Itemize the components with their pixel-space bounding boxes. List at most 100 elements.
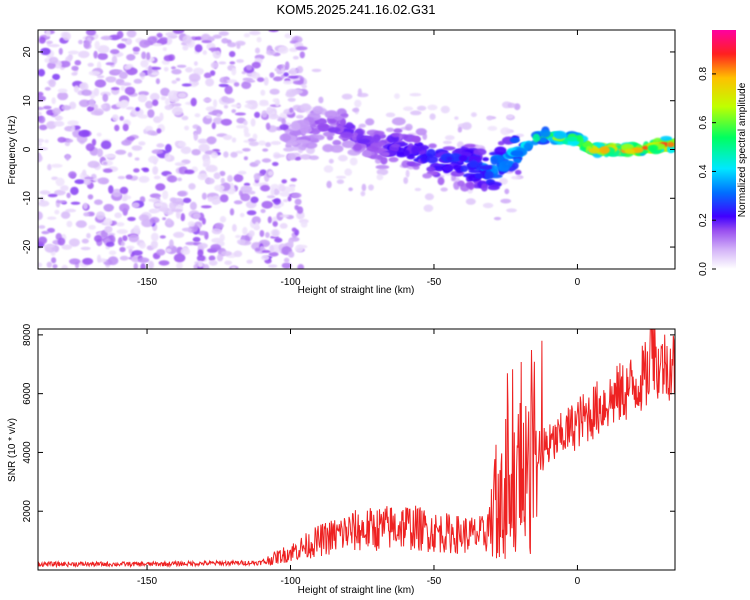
heatmap-cell — [283, 257, 290, 263]
heatmap-cell — [44, 86, 51, 91]
heatmap-cell — [126, 30, 137, 38]
heatmap-cell — [290, 185, 295, 193]
heatmap-cell — [236, 59, 244, 63]
heatmap-cell — [287, 153, 297, 161]
heatmap-cell — [357, 92, 369, 98]
heatmap-cell — [231, 137, 237, 143]
heatmap-cell — [131, 250, 143, 256]
heatmap-cell — [553, 130, 567, 140]
spectrogram-y-label: Frequency (Hz) — [7, 116, 18, 185]
heatmap-cell — [490, 157, 498, 166]
x-tick-label: -150 — [137, 277, 157, 288]
heatmap-cell — [243, 120, 248, 126]
x-tick-label: -100 — [280, 277, 300, 288]
heatmap-cell — [239, 212, 245, 218]
heatmap-cell — [57, 88, 68, 94]
heatmap-cell — [270, 187, 275, 196]
heatmap-cell — [288, 251, 295, 258]
heatmap-cell — [67, 120, 79, 126]
heatmap-cell — [192, 213, 201, 219]
heatmap-cell — [40, 196, 44, 203]
heatmap-cell — [94, 199, 103, 205]
heatmap-cell — [512, 162, 519, 170]
heatmap-cell — [442, 165, 453, 172]
heatmap-cell — [182, 45, 189, 51]
heatmap-cell — [70, 201, 81, 205]
heatmap-cell — [210, 61, 219, 69]
heatmap-cell — [233, 174, 244, 183]
heatmap-cell — [287, 239, 294, 248]
heatmap-cell — [142, 168, 150, 173]
heatmap-cell — [253, 173, 261, 181]
heatmap-cell — [201, 192, 207, 200]
heatmap-cell — [167, 175, 178, 183]
heatmap-cell — [121, 38, 128, 42]
heatmap-cell — [338, 154, 348, 162]
heatmap-cell — [148, 198, 159, 202]
heatmap-cell — [281, 262, 292, 269]
heatmap-cell — [344, 168, 353, 176]
heatmap-cell — [235, 150, 244, 154]
heatmap-cell — [540, 129, 551, 138]
heatmap-cell — [61, 244, 73, 250]
heatmap-cell — [83, 178, 92, 186]
heatmap-cell — [279, 201, 284, 207]
heatmap-cell — [96, 75, 105, 79]
heatmap-cell — [243, 182, 251, 187]
heatmap-cell — [124, 64, 132, 70]
snr-x-label: Height of straight line (km) — [298, 585, 415, 596]
heatmap-cell — [163, 55, 174, 62]
heatmap-cell — [177, 191, 187, 197]
heatmap-cell — [248, 230, 255, 237]
heatmap-cell — [295, 114, 304, 119]
heatmap-cell — [111, 87, 120, 91]
heatmap-cell — [231, 67, 237, 76]
heatmap-cell — [385, 112, 396, 118]
heatmap-cell — [268, 252, 279, 257]
heatmap-cell — [260, 89, 266, 96]
heatmap-cell — [192, 81, 199, 86]
heatmap-cell — [269, 244, 275, 253]
heatmap-cell — [416, 105, 427, 111]
heatmap-cell — [246, 259, 253, 264]
heatmap-cell — [119, 246, 126, 253]
heatmap-cell — [324, 110, 339, 119]
heatmap-cell — [205, 106, 217, 112]
heatmap-cell — [197, 173, 208, 181]
heatmap-cell — [449, 153, 462, 162]
heatmap-cell — [300, 154, 312, 160]
heatmap-cell — [197, 249, 204, 257]
heatmap-cell — [94, 235, 103, 243]
heatmap-cell — [237, 170, 247, 175]
heatmap-cell — [405, 169, 410, 178]
heatmap-cell — [429, 113, 436, 120]
heatmap-cell — [370, 154, 382, 160]
heatmap-cell — [273, 204, 282, 209]
heatmap-cell — [111, 114, 119, 122]
heatmap-cell — [465, 181, 474, 188]
heatmap-cell — [460, 165, 469, 173]
heatmap-cell — [62, 31, 71, 41]
heatmap-cell — [139, 72, 146, 77]
heatmap-cell — [240, 185, 253, 193]
heatmap-cell — [57, 91, 69, 101]
heatmap-cell — [486, 115, 493, 121]
heatmap-cell — [216, 113, 221, 118]
heatmap-cell — [87, 62, 94, 67]
heatmap-cell — [348, 187, 353, 192]
heatmap-cell — [353, 143, 362, 152]
heatmap-cell — [248, 141, 259, 147]
heatmap-cell — [71, 72, 78, 76]
heatmap-cell — [294, 204, 300, 211]
heatmap-cell — [268, 113, 279, 120]
heatmap-cell — [88, 98, 95, 108]
heatmap-cell — [254, 247, 261, 252]
heatmap-cell — [479, 164, 493, 171]
heatmap-cell — [102, 93, 109, 102]
heatmap-cell — [299, 51, 305, 59]
heatmap-cell — [184, 169, 195, 174]
heatmap-cell — [48, 56, 59, 64]
heatmap-cell — [223, 151, 229, 158]
heatmap-cell — [159, 37, 168, 42]
